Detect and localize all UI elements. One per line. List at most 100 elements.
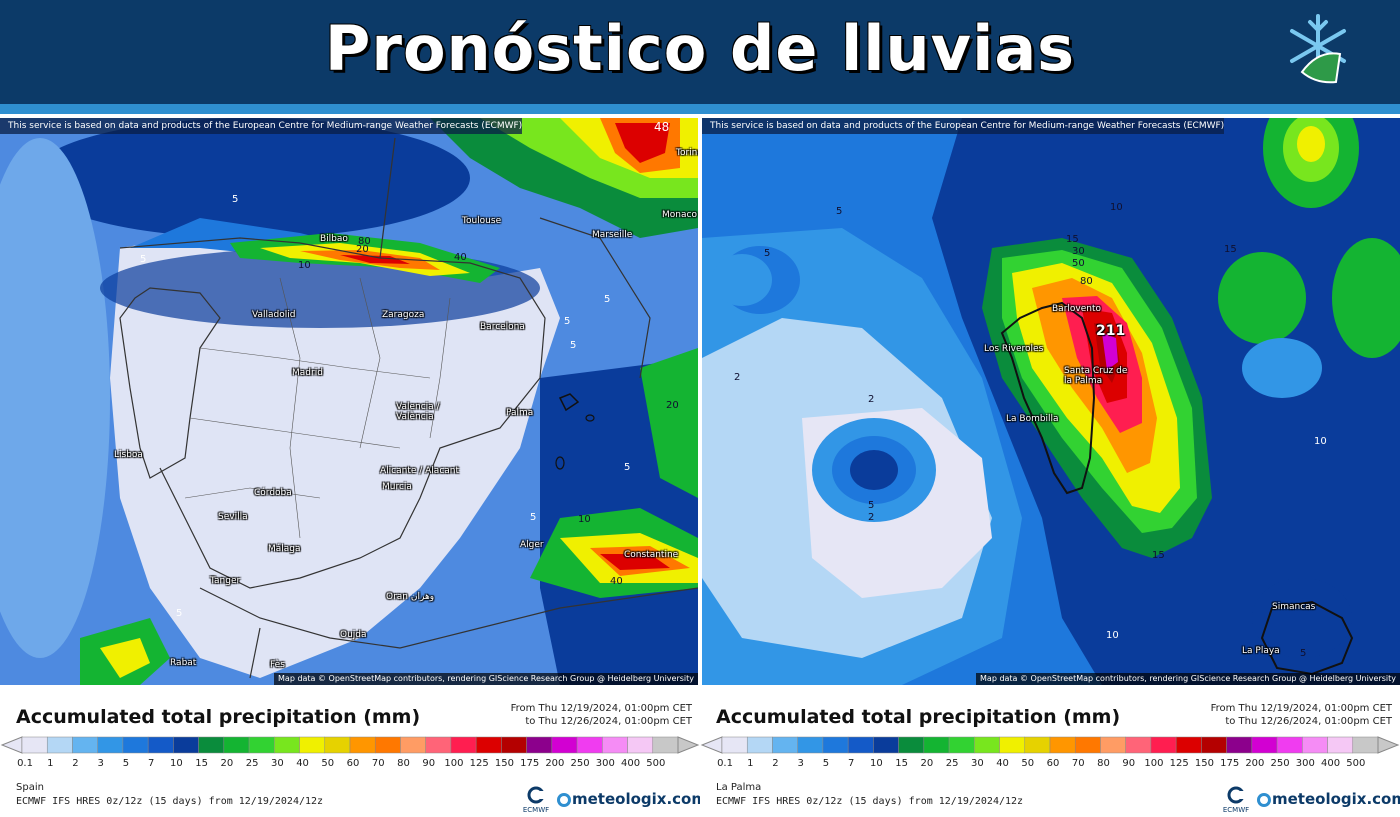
contour-label: 80 xyxy=(1080,276,1093,287)
scale-swatch xyxy=(501,736,527,754)
contour-label: 5 xyxy=(530,512,537,523)
model-info: ECMWF IFS HRES 0z/12z (15 days) from 12/… xyxy=(16,796,324,807)
contour-label: 20 xyxy=(356,244,369,255)
scale-swatch xyxy=(974,736,1000,754)
scale-arrow-left xyxy=(0,736,23,754)
city-label: Oujda xyxy=(340,630,367,640)
scale-tick-label: 175 xyxy=(520,758,540,769)
scale-tick-label: 40 xyxy=(296,758,309,769)
spain-precip-field xyxy=(0,118,698,685)
scale-tick-label: 1 xyxy=(747,758,754,769)
scale-swatch xyxy=(1125,736,1152,754)
city-label: La Playa xyxy=(1242,646,1280,656)
scale-tick-label: 175 xyxy=(1220,758,1240,769)
scale-swatch xyxy=(873,736,899,754)
scale-tick-label: 125 xyxy=(469,758,489,769)
date-from: From Thu 12/19/2024, 01:00pm CET xyxy=(1210,703,1392,714)
scale-tick-label: 125 xyxy=(1169,758,1189,769)
scale-swatch xyxy=(475,736,502,754)
city-label: Barlovento xyxy=(1052,304,1101,314)
scale-swatch xyxy=(349,736,376,754)
ecmwf-label: ECMWF xyxy=(1223,806,1249,814)
scale-tick-label: 25 xyxy=(945,758,959,769)
contour-label: 40 xyxy=(454,252,467,263)
scale-swatch xyxy=(400,736,426,754)
city-label: Los Riveroles xyxy=(984,344,1044,354)
legend-title: Accumulated total precipitation (mm) xyxy=(16,706,421,728)
city-label: Zaragoza xyxy=(382,310,425,320)
contour-label: 2 xyxy=(868,394,875,405)
contour-label: 5 xyxy=(1300,648,1307,659)
brand[interactable]: ECMWF meteologix.com xyxy=(1220,786,1400,814)
scale-tick-label: 70 xyxy=(371,758,385,769)
map-disclaimer: This service is based on data and produc… xyxy=(0,118,523,134)
contour-label: 5 xyxy=(176,608,183,619)
scale-swatch xyxy=(772,736,798,754)
contour-label: 10 xyxy=(578,514,591,525)
scale-swatch xyxy=(122,736,149,754)
scale-tick-label: 500 xyxy=(1346,758,1366,769)
scale-swatch xyxy=(198,736,225,754)
contour-label: 48 xyxy=(654,120,670,134)
scale-tick-label: 300 xyxy=(1295,758,1315,769)
city-label: Alicante / Alacant xyxy=(380,466,460,476)
region-name: La Palma xyxy=(716,782,762,793)
scale-arrow-right xyxy=(677,736,700,754)
scale-tick-label: 20 xyxy=(920,758,934,769)
scale-tick-label: 200 xyxy=(545,758,565,769)
map-attribution: Map data © OpenStreetMap contributors, r… xyxy=(976,673,1400,685)
scale-swatch xyxy=(576,736,603,754)
scale-swatch xyxy=(1150,736,1177,754)
scale-tick-label: 80 xyxy=(1097,758,1110,769)
city-label: Santa Cruz de la Palma xyxy=(1064,366,1128,386)
contour-label: 5 xyxy=(564,316,571,327)
ecmwf-logo-icon: ECMWF xyxy=(523,786,549,814)
scale-swatch xyxy=(248,736,275,754)
scale-swatch xyxy=(1226,736,1253,754)
scale-tick-label: 250 xyxy=(570,758,590,769)
scale-tick-label: 100 xyxy=(1144,758,1164,769)
scale-swatch xyxy=(1327,736,1354,754)
scale-swatch xyxy=(721,736,748,754)
city-label: Murcia xyxy=(382,482,412,492)
snowflake-icon xyxy=(1290,14,1346,84)
scale-swatch xyxy=(602,736,628,754)
scale-swatch xyxy=(551,736,578,754)
map-la-palma[interactable]: This service is based on data and produc… xyxy=(702,118,1400,685)
scale-tick-label: 0.1 xyxy=(717,758,733,769)
brand[interactable]: ECMWF meteologix.com xyxy=(520,786,707,814)
scale-tick-label: 2 xyxy=(72,758,79,769)
scale-swatch xyxy=(46,736,73,754)
contour-label: 10 xyxy=(1110,202,1123,213)
scale-swatch xyxy=(898,736,925,754)
scale-swatch xyxy=(999,736,1026,754)
date-to: to Thu 12/26/2024, 01:00pm CET xyxy=(1225,716,1392,727)
scale-swatch xyxy=(1049,736,1076,754)
legend-dates: From Thu 12/19/2024, 01:00pm CET to Thu … xyxy=(511,702,692,728)
scale-swatch xyxy=(147,736,174,754)
contour-label: 10 xyxy=(298,260,311,271)
scale-swatch xyxy=(1024,736,1051,754)
scale-tick-label: 3 xyxy=(97,758,104,769)
contour-label: 30 xyxy=(1072,246,1085,257)
city-label: Córdoba xyxy=(254,488,292,498)
map-spain[interactable]: This service is based on data and produc… xyxy=(0,118,698,685)
legend-la-palma: Accumulated total precipitation (mm) Fro… xyxy=(700,690,1400,817)
scale-tick-label: 300 xyxy=(595,758,615,769)
scale-tick-label: 40 xyxy=(996,758,1009,769)
city-label: Torino xyxy=(676,148,698,158)
scale-swatch xyxy=(450,736,477,754)
city-label: Valladolid xyxy=(252,310,296,320)
city-label: Tanger xyxy=(210,576,241,586)
contour-label: 2 xyxy=(734,372,741,383)
scale-swatch xyxy=(1074,736,1101,754)
city-label: Barcelona xyxy=(480,322,525,332)
date-to: to Thu 12/26/2024, 01:00pm CET xyxy=(525,716,692,727)
ecmwf-logo-icon: ECMWF xyxy=(1223,786,1249,814)
contour-label: 20 xyxy=(666,400,679,411)
region-name: Spain xyxy=(16,782,44,793)
scale-arrow-right xyxy=(1377,736,1400,754)
scale-swatch xyxy=(1175,736,1202,754)
contour-label: 15 xyxy=(1224,244,1237,255)
scale-tick-label: 150 xyxy=(494,758,514,769)
